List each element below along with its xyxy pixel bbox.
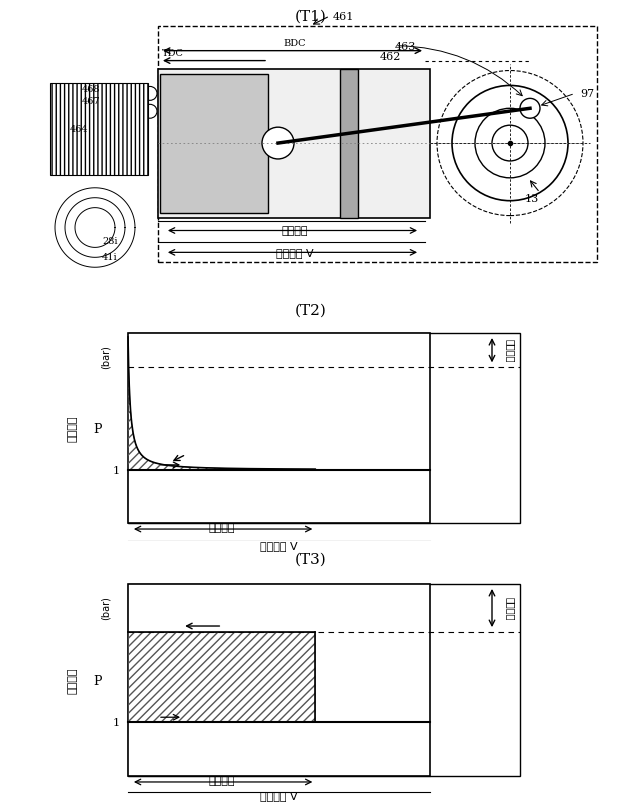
Text: 遠心上限: 遠心上限 bbox=[505, 339, 515, 363]
Text: TDC: TDC bbox=[162, 49, 184, 58]
Bar bbox=[128, 334, 430, 524]
Text: (bar): (bar) bbox=[101, 595, 111, 619]
Text: 1: 1 bbox=[113, 465, 120, 476]
Text: (bar): (bar) bbox=[101, 344, 111, 368]
Circle shape bbox=[143, 105, 157, 119]
Bar bbox=[340, 70, 358, 218]
Text: 行程容積: 行程容積 bbox=[282, 226, 309, 237]
Text: 行程容積: 行程容積 bbox=[208, 522, 235, 533]
Text: (T3): (T3) bbox=[295, 553, 327, 566]
Text: 468: 468 bbox=[81, 85, 100, 94]
Text: 筒内容積 V: 筒内容積 V bbox=[276, 248, 314, 258]
Bar bbox=[128, 585, 430, 776]
Text: BDC: BDC bbox=[284, 38, 306, 47]
Circle shape bbox=[143, 87, 157, 101]
Bar bbox=[158, 26, 597, 263]
Circle shape bbox=[492, 126, 528, 162]
Bar bbox=[158, 70, 430, 218]
Bar bbox=[50, 84, 148, 176]
Text: 行程容積: 行程容積 bbox=[208, 775, 235, 785]
Text: 筒内容積 V: 筒内容積 V bbox=[260, 790, 298, 800]
Text: 筒内圧力: 筒内圧力 bbox=[68, 415, 78, 442]
Text: 464: 464 bbox=[70, 124, 88, 133]
Text: P: P bbox=[94, 422, 102, 435]
Bar bbox=[128, 585, 520, 776]
Bar bbox=[128, 632, 315, 723]
Text: 筒内容積 V: 筒内容積 V bbox=[260, 541, 298, 550]
Bar bbox=[128, 334, 520, 524]
Text: 28i: 28i bbox=[102, 237, 118, 245]
Text: 1: 1 bbox=[113, 717, 120, 727]
Text: 461: 461 bbox=[333, 12, 355, 22]
Text: 遠心上限: 遠心上限 bbox=[505, 597, 515, 620]
Text: 463: 463 bbox=[395, 42, 416, 51]
Text: 462: 462 bbox=[380, 51, 401, 62]
Text: 97: 97 bbox=[580, 89, 594, 99]
Text: 41i: 41i bbox=[102, 253, 118, 261]
Text: (T1): (T1) bbox=[295, 10, 327, 24]
Bar bbox=[160, 75, 268, 213]
Circle shape bbox=[262, 128, 294, 160]
Text: 13: 13 bbox=[525, 193, 539, 204]
Text: 筒内圧力: 筒内圧力 bbox=[68, 667, 78, 694]
Circle shape bbox=[520, 99, 540, 119]
Text: 467: 467 bbox=[81, 97, 100, 106]
Text: P: P bbox=[94, 674, 102, 687]
Text: (T2): (T2) bbox=[295, 304, 327, 318]
